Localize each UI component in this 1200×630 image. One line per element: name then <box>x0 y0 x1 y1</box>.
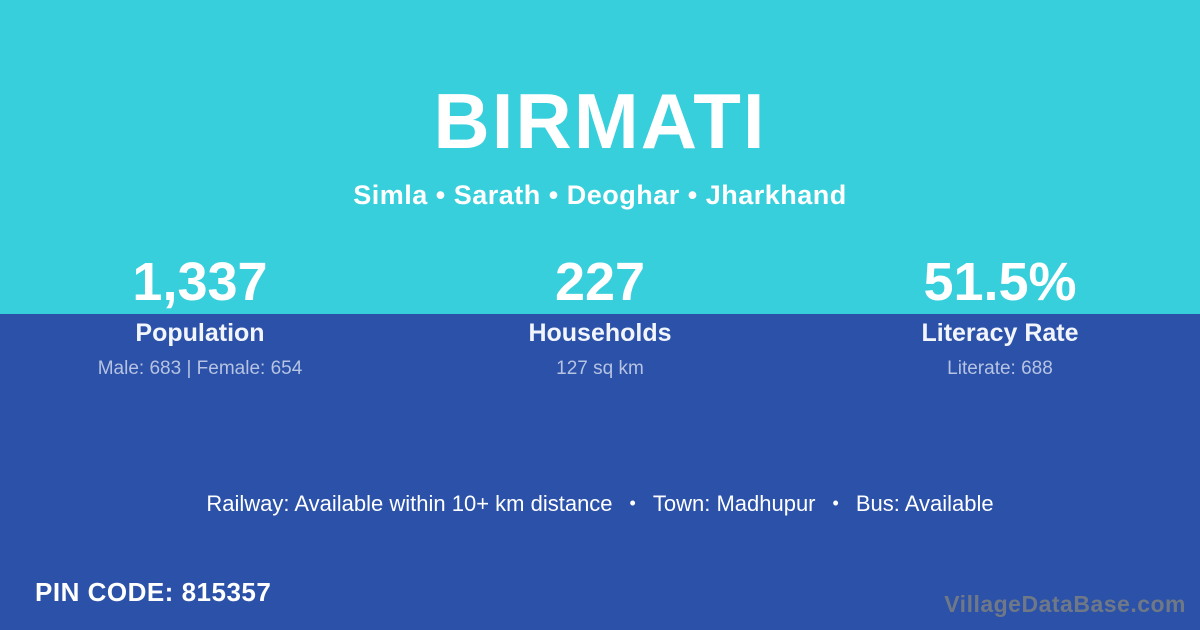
amenities-line: Railway: Available within 10+ km distanc… <box>0 491 1200 517</box>
site-watermark: VillageDataBase.com <box>944 591 1186 617</box>
stat-households: Households 127 sq km <box>400 319 800 379</box>
literacy-rate-value: 51.5% <box>923 252 1077 312</box>
header-section: BIRMATI Simla • Sarath • Deoghar • Jhark… <box>0 0 1200 314</box>
literacy-rate-label: Literacy Rate <box>921 319 1079 347</box>
village-name: BIRMATI <box>433 77 767 165</box>
stat-population: Population Male: 683 | Female: 654 <box>0 319 400 379</box>
details-section: Population Male: 683 | Female: 654 House… <box>0 314 1200 630</box>
pin-code: PIN CODE: 815357 <box>35 577 272 607</box>
population-detail: Male: 683 | Female: 654 <box>97 357 303 379</box>
stat-literacy: Literacy Rate Literate: 688 <box>800 319 1200 379</box>
location-breadcrumb: Simla • Sarath • Deoghar • Jharkhand <box>353 180 847 210</box>
population-value: 1,337 <box>132 252 268 312</box>
footer-bar: PIN CODE: 815357 VillageDataBase.com <box>0 577 1200 630</box>
bullet-separator: • <box>832 493 839 514</box>
population-label: Population <box>135 319 265 347</box>
stats-labels-row: Population Male: 683 | Female: 654 House… <box>0 314 1200 379</box>
literacy-detail: Literate: 688 <box>947 357 1053 379</box>
households-detail: 127 sq km <box>556 357 644 379</box>
households-value: 227 <box>554 252 646 312</box>
railway-info: Railway: Available within 10+ km distanc… <box>206 491 613 517</box>
bus-info: Bus: Available <box>855 491 994 517</box>
stats-values-row: 1,337 227 51.5% <box>0 255 1200 309</box>
bullet-separator: • <box>629 493 636 514</box>
households-label: Households <box>528 319 672 347</box>
town-info: Town: Madhupur <box>652 491 816 517</box>
